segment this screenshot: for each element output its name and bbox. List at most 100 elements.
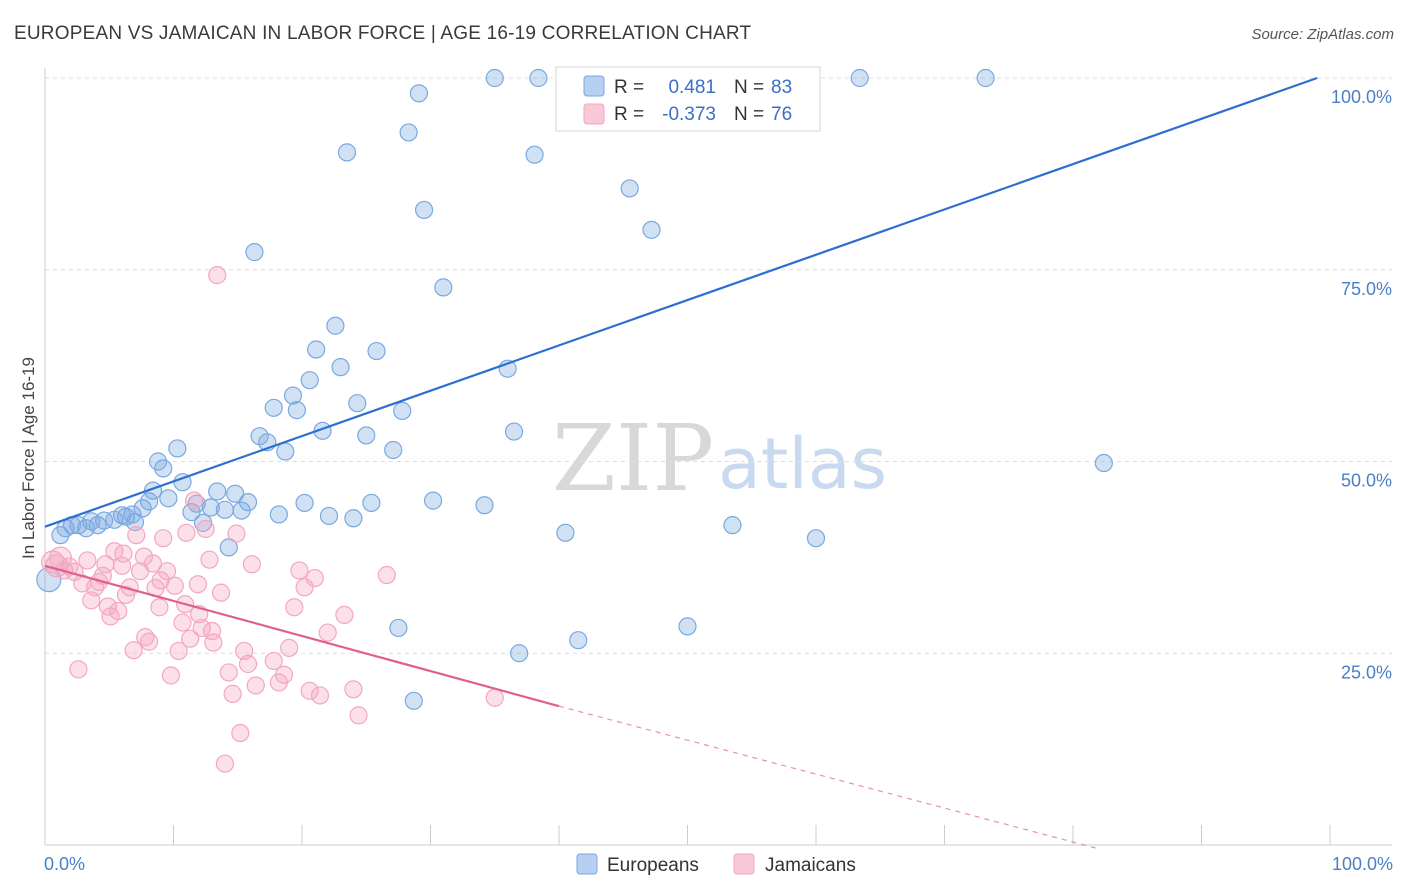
jamaican-point-39 [196,519,215,539]
european-point-66 [510,644,529,663]
european-point-67 [525,145,544,164]
jamaican-point-35 [181,629,200,648]
stats-legend-swatch-jamaicans [583,103,605,125]
jamaican-point-72 [151,571,170,590]
legend-label-europeans: Europeans [607,855,699,876]
jamaican-point-42 [208,266,227,285]
european-point-14 [133,499,152,518]
jamaican-point-32 [169,641,188,661]
jamaican-point-27 [150,598,169,617]
jamaican-point-50 [238,654,258,674]
x-tick-label-min: 0.0% [44,854,85,874]
european-point-47 [337,143,357,162]
european-point-27 [215,500,234,519]
european-point-59 [414,200,434,220]
european-point-25 [201,498,220,517]
european-point-31 [238,493,258,512]
stats-legend-swatch-europeans [583,75,605,97]
european-point-37 [276,442,295,461]
jamaican-point-55 [274,665,294,684]
european-point-79 [1094,453,1113,473]
jamaican-point-41 [204,633,223,652]
european-point-7 [88,516,107,535]
european-point-15 [139,492,159,511]
jamaican-point-33 [173,613,192,632]
jamaican-point-36 [184,491,204,510]
european-point-57 [404,691,423,710]
jamaican-point-20 [124,641,143,660]
jamaican-point-16 [109,601,128,621]
jamaican-point-40 [200,550,219,569]
european-point-18 [154,459,173,478]
jamaican-point-31 [165,576,184,595]
jamaican-point-25 [143,554,163,573]
watermark-zip: ZIP [552,405,714,512]
jamaican-point-46 [223,684,242,704]
jamaican-point-58 [290,561,309,580]
chart-source: Source: ZipAtlas.com [1251,26,1394,43]
jamaican-point-29 [157,562,177,581]
european-point-58 [409,84,429,103]
european-point-65 [504,422,524,441]
jamaican-point-60 [300,681,319,700]
european-point-68 [529,68,548,88]
jamaican-point-51 [242,555,261,574]
european-point-13 [125,512,145,532]
european-point-69 [556,523,575,542]
european-point-51 [362,493,381,513]
european-point-73 [678,617,697,636]
jamaican-point-47 [227,524,246,543]
european-point-52 [367,341,386,361]
european-point-49 [348,394,367,413]
jamaican-point-43 [211,583,231,602]
european-point-20 [168,439,187,458]
legend-swatch-europeans [576,853,598,875]
european-point-39 [287,401,306,420]
european-point-76 [806,529,826,548]
jamaicans-trend-line [44,564,560,708]
tick-labels: 25.0% 50.0% 75.0% 100.0% 0.0% 100.0% [44,87,1393,874]
european-point-60 [423,491,443,510]
jamaican-point-44 [215,754,234,773]
stats-legend-n-label-jamaicans: N = [734,104,764,125]
stats-legend-r-label-jamaicans: R = [614,104,644,125]
jamaican-point-66 [349,706,368,725]
european-point-48 [344,509,363,528]
x-tick-label-max: 100.0% [1332,854,1393,874]
jamaican-point-65 [344,680,363,699]
european-point-28 [219,538,238,557]
jamaican-point-8 [78,551,97,570]
watermark-atlas: atlas [718,423,887,505]
axes [44,68,1392,846]
jamaican-point-21 [127,526,146,545]
european-point-8 [95,511,114,530]
jamaican-point-70 [114,544,133,563]
european-point-38 [283,386,303,405]
europeans-points [36,68,1113,710]
y-tick-label-3: 100.0% [1331,87,1392,107]
jamaican-point-45 [219,663,238,682]
european-point-74 [723,516,742,535]
legend-label-jamaicans: Jamaicans [765,855,856,876]
jamaican-point-30 [161,666,181,685]
european-point-29 [226,484,245,503]
jamaican-point-37 [188,575,208,594]
european-point-63 [485,68,504,88]
european-point-50 [357,426,376,445]
european-point-40 [295,493,314,513]
european-point-78 [976,68,995,88]
jamaican-point-61 [305,568,324,588]
jamaican-point-75 [202,621,222,641]
stats-legend-n-label-europeans: N = [734,77,764,98]
european-point-46 [331,358,350,377]
european-point-36 [269,505,288,524]
stats-legend-n-value-jamaicans: 76 [771,104,792,125]
jamaican-point-62 [310,686,330,705]
european-point-44 [319,506,339,526]
stats-legend-r-value-europeans: 0.481 [668,77,716,98]
european-point-42 [307,340,326,359]
european-point-23 [187,494,206,513]
jamaican-point-53 [264,651,283,671]
y-tick-label-1: 50.0% [1341,471,1392,491]
